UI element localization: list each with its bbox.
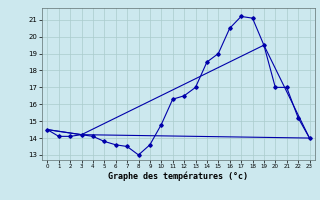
- X-axis label: Graphe des températures (°c): Graphe des températures (°c): [108, 172, 248, 181]
